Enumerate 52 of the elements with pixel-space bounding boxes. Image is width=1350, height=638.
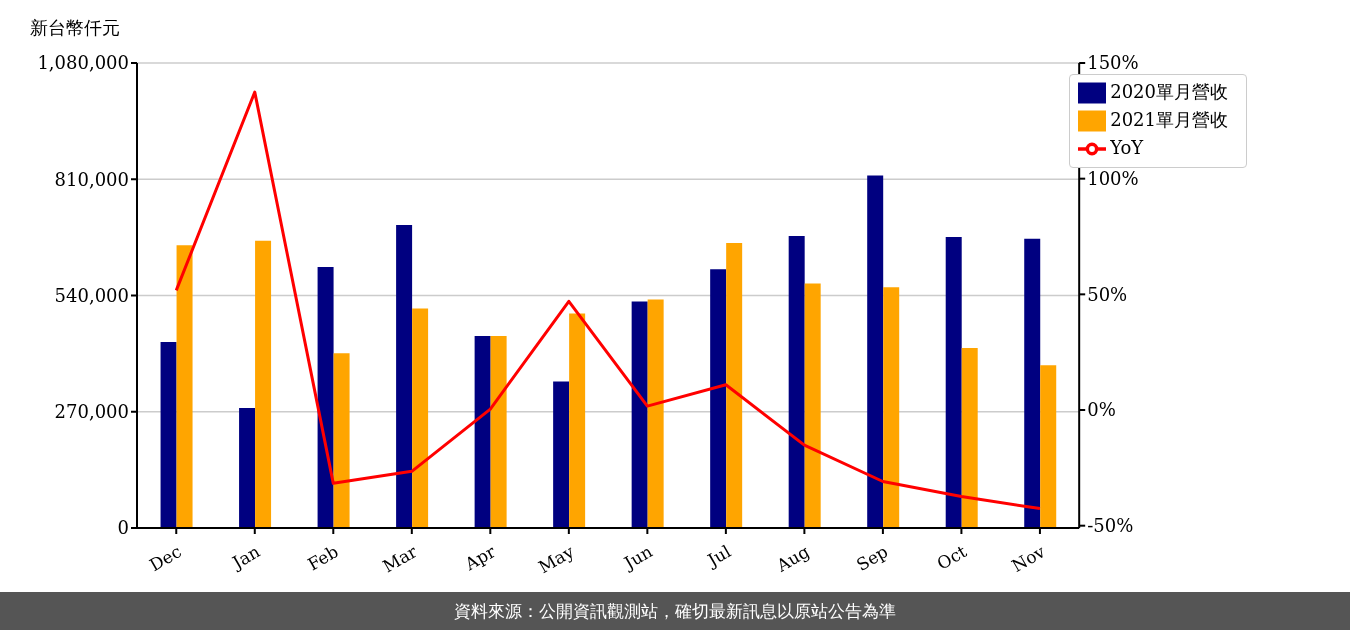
bar [396, 224, 413, 528]
x-tick-label: May [535, 541, 578, 578]
x-tick-label: Nov [1008, 541, 1049, 576]
bar [945, 236, 962, 528]
y-tick-label: 270,000 [54, 401, 129, 423]
y2-tick-label: 100% [1087, 168, 1139, 190]
bar [474, 335, 491, 528]
x-tick-label: Oct [933, 541, 970, 574]
bar [255, 240, 272, 528]
y-axis-title: 新台幣仟元 [30, 16, 120, 40]
bar [317, 267, 334, 528]
bar [176, 245, 193, 528]
y-tick-label: 540,000 [54, 284, 129, 306]
bar [647, 299, 664, 528]
bar [867, 175, 884, 528]
x-tick-label: Aug [772, 541, 813, 577]
x-tick-label: Mar [379, 540, 421, 577]
y-tick-label: 0 [117, 517, 129, 539]
x-tick-label: Sep [853, 541, 892, 575]
x-tick-label: Jun [619, 541, 656, 574]
x-tick-label: Feb [304, 541, 342, 575]
bar [804, 283, 821, 528]
bar [710, 269, 727, 528]
bar [412, 308, 429, 528]
y2-tick-label: 0% [1087, 399, 1116, 421]
bar [160, 342, 177, 528]
legend-label: 2021單月營收 [1110, 109, 1228, 130]
bar [726, 242, 743, 528]
bar [490, 335, 507, 528]
source-note: 資料來源：公開資訊觀測站，確切最新訊息以原站公告為準 [0, 592, 1350, 630]
bar [569, 313, 586, 528]
bar [1040, 365, 1057, 528]
bar [631, 301, 648, 528]
bar [883, 287, 900, 528]
y-tick-label: 1,080,000 [37, 52, 129, 74]
x-tick-label: Jan [227, 541, 264, 574]
bar [333, 353, 350, 528]
legend-label: YoY [1110, 137, 1144, 158]
legend-label: 2020單月營收 [1110, 81, 1228, 102]
y2-tick-label: -50% [1087, 515, 1134, 537]
bar [553, 381, 570, 528]
bar [788, 236, 805, 528]
y2-tick-label: 150% [1087, 52, 1139, 74]
y2-tick-label: 50% [1087, 283, 1128, 305]
x-tick-label: Jul [702, 541, 735, 572]
bar [961, 348, 978, 528]
x-tick-label: Dec [145, 541, 185, 576]
bar [1024, 238, 1041, 528]
x-tick-label: Apr [460, 540, 500, 575]
bar [239, 407, 256, 528]
y-tick-label: 810,000 [54, 168, 129, 190]
line-series [174, 90, 1042, 511]
